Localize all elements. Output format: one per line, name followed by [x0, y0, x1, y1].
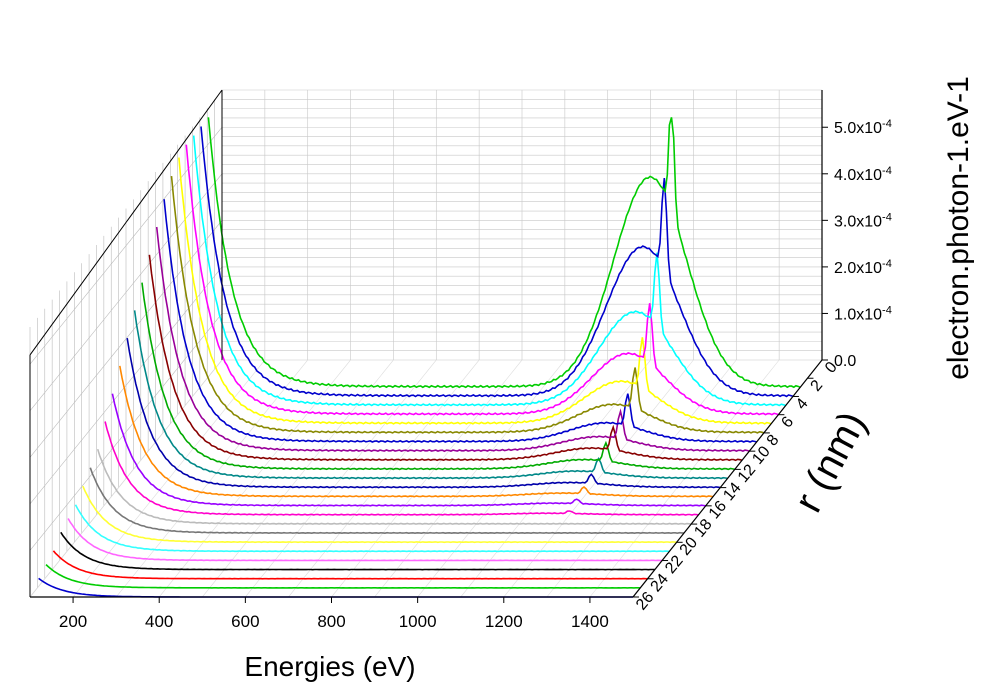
series-line-r21: [74, 504, 670, 553]
x-tick-label: 1200: [485, 612, 523, 631]
series-line-r20: [82, 485, 677, 544]
left-grid-hline: [29, 313, 223, 551]
x-tick-label: 800: [317, 612, 345, 631]
left-grid-hline: [29, 266, 223, 505]
series-line-r16: [111, 393, 706, 507]
left-grid-hline: [29, 127, 223, 365]
r-tick-label: 8: [764, 432, 783, 450]
x-tick-labels: 200 400 600 800 1000 1200 1400: [59, 612, 609, 631]
floor-grid-line: [503, 359, 694, 598]
series-line-r9: [163, 199, 757, 443]
series-line-r10: [155, 226, 750, 453]
left-top-edge: [29, 89, 223, 356]
series-layer: [38, 117, 801, 598]
floor-grid-line: [546, 359, 737, 598]
z-tick-label: 0.0: [834, 353, 856, 370]
r-axis-label: r (nm): [786, 404, 875, 519]
x-tick-label: 1000: [399, 612, 437, 631]
r-tick-label: 2: [808, 377, 827, 395]
left-grid-hline: [29, 173, 223, 411]
r-tick-label: 4: [793, 395, 812, 413]
series-line-r18: [96, 448, 692, 525]
r-tick-label: 6: [778, 413, 797, 431]
floor-grid-line: [460, 359, 651, 598]
series-line-r14: [126, 337, 721, 489]
series-line-r11: [148, 254, 743, 462]
series-line-r24: [52, 550, 648, 580]
floor-grid-line: [417, 359, 608, 598]
z-tick-label: 4.0x10-4: [834, 165, 892, 184]
series-line-r4: [200, 126, 794, 398]
x-tick-label: 400: [145, 612, 173, 631]
z-tick-label: 1.0x10-4: [834, 304, 892, 323]
series-line-r19: [89, 467, 684, 535]
x-tick-label: 1400: [571, 612, 609, 631]
series-line-r17: [104, 421, 699, 516]
x-tick-label: 600: [231, 612, 259, 631]
z-tick-label: 5.0x10-4: [834, 118, 892, 137]
floor-grid-line: [72, 359, 266, 598]
z-tick-label: 3.0x10-4: [834, 211, 892, 230]
x-axis-label: Energies (eV): [244, 651, 415, 682]
series-line-r25: [45, 564, 641, 589]
series-line-r8: [170, 176, 765, 434]
series-line-r5: [192, 135, 786, 407]
z-tick-label: 2.0x10-4: [834, 258, 892, 277]
z-tick-labels: 0.0 1.0x10-4 2.0x10-4 3.0x10-4 4.0x10-4 5.0x1…: [834, 118, 892, 370]
floor-grid-line: [202, 359, 394, 598]
z-axis-label: electron.photon-1.eV-1: [942, 76, 975, 380]
back-wall-grid: [221, 89, 823, 361]
series-line-r23: [60, 531, 655, 571]
floor-grid-line: [115, 359, 308, 598]
floor-grid-line: [245, 359, 437, 598]
r-axis-line: [632, 359, 823, 598]
series-line-r15: [119, 365, 714, 498]
series-line-r12: [141, 282, 735, 471]
series-line-r3: [207, 117, 801, 389]
series-line-r13: [133, 310, 728, 480]
series-line-r22: [67, 518, 663, 562]
floor-grid-line: [158, 359, 351, 598]
axes-layer: [29, 89, 828, 603]
series-line-r6: [185, 144, 779, 416]
floor-grid-line: [29, 359, 223, 598]
left-wall-grid: [29, 90, 223, 598]
series-line-r7: [178, 157, 772, 425]
x-tick-label: 200: [59, 612, 87, 631]
